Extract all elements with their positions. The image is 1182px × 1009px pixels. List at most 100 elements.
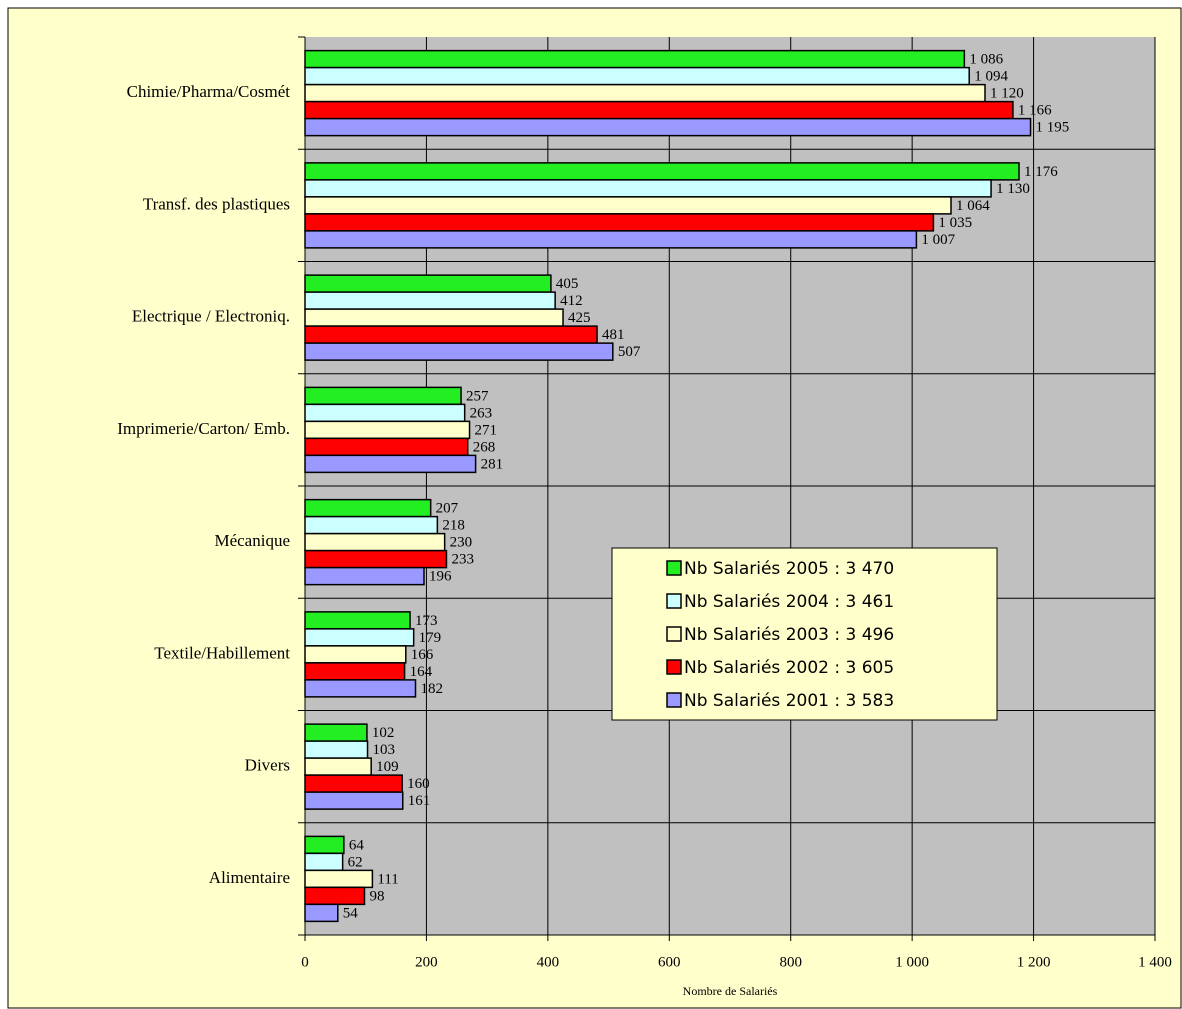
bar bbox=[304, 342, 614, 361]
data-label: 207 bbox=[436, 501, 459, 517]
y-tick-label: Mécanique bbox=[214, 531, 290, 550]
bar bbox=[304, 740, 369, 759]
data-label: 1 007 bbox=[921, 232, 955, 248]
bar bbox=[304, 179, 992, 198]
data-label: 1 166 bbox=[1018, 103, 1052, 119]
data-label: 1 094 bbox=[974, 69, 1008, 85]
legend-label: Nb Salariés 2005 : 3 470 bbox=[684, 559, 894, 579]
bar bbox=[304, 774, 403, 793]
x-axis-label: Nombre de Salariés bbox=[683, 984, 778, 998]
y-tick-label: Alimentaire bbox=[209, 868, 290, 887]
data-label: 109 bbox=[376, 759, 399, 775]
data-label: 268 bbox=[473, 439, 496, 455]
bar bbox=[304, 83, 986, 103]
data-label: 412 bbox=[560, 293, 583, 309]
data-label: 164 bbox=[410, 664, 433, 680]
bar bbox=[304, 903, 339, 923]
bar bbox=[304, 723, 368, 742]
data-label: 160 bbox=[407, 776, 430, 792]
data-label: 507 bbox=[618, 344, 641, 360]
x-tick-label: 400 bbox=[537, 954, 560, 970]
data-label: 182 bbox=[421, 681, 444, 697]
data-label: 1 120 bbox=[990, 86, 1024, 102]
data-label: 64 bbox=[349, 837, 365, 853]
bar bbox=[304, 49, 966, 69]
bar bbox=[304, 291, 556, 310]
data-label: 218 bbox=[442, 518, 465, 534]
data-label: 111 bbox=[377, 871, 398, 887]
legend-swatch bbox=[666, 659, 682, 675]
bar bbox=[304, 886, 366, 906]
bar bbox=[304, 230, 918, 249]
data-label: 54 bbox=[343, 905, 359, 921]
x-tick-label: 1 200 bbox=[1017, 954, 1051, 970]
bar bbox=[304, 403, 466, 423]
x-tick-label: 800 bbox=[779, 954, 802, 970]
data-label: 98 bbox=[370, 888, 385, 904]
bar bbox=[304, 835, 345, 855]
data-label: 425 bbox=[568, 310, 591, 326]
data-label: 161 bbox=[408, 793, 431, 809]
bar bbox=[304, 757, 372, 776]
data-label: 179 bbox=[419, 630, 442, 646]
x-tick-label: 0 bbox=[301, 954, 309, 970]
data-label: 481 bbox=[602, 327, 625, 343]
bar bbox=[304, 117, 1032, 137]
data-label: 1 176 bbox=[1024, 164, 1058, 180]
data-label: 1 195 bbox=[1036, 120, 1070, 136]
data-label: 103 bbox=[373, 742, 396, 758]
bar bbox=[304, 869, 374, 889]
bar bbox=[304, 679, 417, 698]
legend-label: Nb Salariés 2004 : 3 461 bbox=[684, 592, 894, 612]
x-tick-label: 1 400 bbox=[1138, 954, 1172, 970]
bar bbox=[304, 532, 446, 552]
bar bbox=[304, 325, 598, 344]
x-tick-label: 600 bbox=[658, 954, 681, 970]
y-tick-label: Electrique / Electroniq. bbox=[132, 307, 290, 326]
bar bbox=[304, 611, 411, 630]
y-tick-label: Chimie/Pharma/Cosmét bbox=[127, 82, 291, 101]
y-tick-label: Textile/Habillement bbox=[154, 643, 290, 662]
bar bbox=[304, 454, 477, 474]
bar bbox=[304, 628, 415, 647]
x-tick-label: 200 bbox=[415, 954, 438, 970]
data-label: 281 bbox=[481, 456, 504, 472]
bar bbox=[304, 66, 970, 86]
bar bbox=[304, 645, 407, 664]
legend-swatch bbox=[666, 593, 682, 609]
data-label: 1 064 bbox=[956, 198, 990, 214]
legend-swatch bbox=[666, 692, 682, 708]
legend-label: Nb Salariés 2003 : 3 496 bbox=[684, 625, 894, 645]
x-tick-label: 1 000 bbox=[895, 954, 929, 970]
bar bbox=[304, 515, 439, 535]
bar bbox=[304, 213, 935, 232]
legend-label: Nb Salariés 2001 : 3 583 bbox=[684, 691, 894, 711]
legend-swatch bbox=[666, 560, 682, 576]
data-label: 405 bbox=[556, 276, 579, 292]
bar bbox=[304, 662, 406, 681]
bar bbox=[304, 274, 552, 293]
data-label: 166 bbox=[411, 647, 434, 663]
y-tick-label: Imprimerie/Carton/ Emb. bbox=[117, 419, 290, 438]
data-label: 1 035 bbox=[938, 215, 972, 231]
data-label: 173 bbox=[415, 613, 438, 629]
bar bbox=[304, 791, 404, 810]
bar bbox=[304, 162, 1020, 181]
legend-swatch bbox=[666, 626, 682, 642]
data-label: 257 bbox=[466, 388, 489, 404]
legend-label: Nb Salariés 2002 : 3 605 bbox=[684, 658, 894, 678]
bar bbox=[304, 196, 952, 215]
bar bbox=[304, 549, 448, 569]
bar bbox=[304, 386, 462, 406]
data-label: 1 130 bbox=[996, 181, 1030, 197]
data-label: 196 bbox=[429, 569, 452, 585]
data-label: 263 bbox=[470, 405, 493, 421]
data-label: 1 086 bbox=[969, 52, 1003, 68]
bar bbox=[304, 100, 1014, 120]
bar bbox=[304, 566, 425, 586]
data-label: 102 bbox=[372, 725, 395, 741]
data-label: 230 bbox=[450, 535, 473, 551]
y-tick-label: Transf. des plastiques bbox=[143, 194, 290, 213]
bar bbox=[304, 308, 564, 327]
